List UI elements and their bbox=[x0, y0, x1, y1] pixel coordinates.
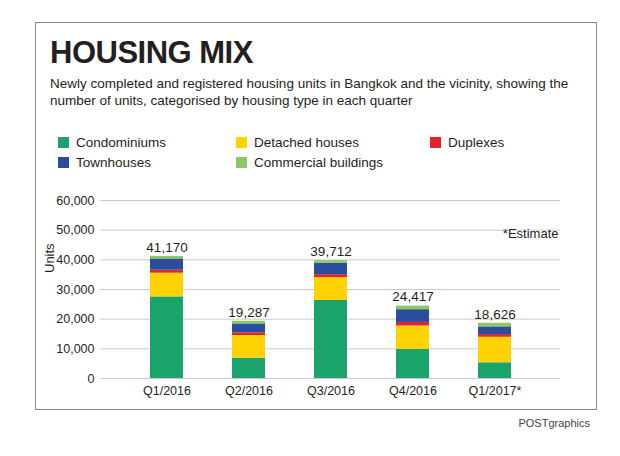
svg-text:Q1/2017*: Q1/2017* bbox=[469, 384, 522, 398]
svg-text:39,712: 39,712 bbox=[310, 244, 351, 259]
svg-text:10,000: 10,000 bbox=[56, 342, 94, 356]
svg-text:*Estimate: *Estimate bbox=[503, 226, 559, 241]
svg-text:41,170: 41,170 bbox=[146, 240, 187, 255]
svg-text:20,000: 20,000 bbox=[56, 312, 94, 326]
svg-text:Q4/2016: Q4/2016 bbox=[389, 384, 437, 398]
svg-text:50,000: 50,000 bbox=[56, 223, 94, 237]
html-text:Detached houses: Detached houses bbox=[254, 135, 360, 150]
svg-text:30,000: 30,000 bbox=[56, 283, 94, 297]
svg-text:Q2/2016: Q2/2016 bbox=[225, 384, 273, 398]
svg-text:Q1/2016: Q1/2016 bbox=[143, 384, 191, 398]
html-text:Newly completed and registered: Newly completed and registered housing u… bbox=[50, 76, 569, 108]
svg-text:40,000: 40,000 bbox=[56, 253, 94, 267]
svg-text:18,626: 18,626 bbox=[474, 307, 515, 322]
html-text:HOUSING MIX: HOUSING MIX bbox=[50, 35, 253, 70]
html-text:Duplexes: Duplexes bbox=[448, 135, 505, 150]
svg-text:24,417: 24,417 bbox=[392, 289, 433, 304]
svg-text:60,000: 60,000 bbox=[56, 194, 94, 208]
svg-text:19,287: 19,287 bbox=[228, 305, 269, 320]
html-text:Townhouses: Townhouses bbox=[76, 155, 152, 170]
html-text:POSTgraphics: POSTgraphics bbox=[518, 417, 590, 429]
html-text:Commercial buildings: Commercial buildings bbox=[254, 155, 384, 170]
html-text:Units: Units bbox=[42, 243, 57, 273]
html-text:Condominiums: Condominiums bbox=[76, 135, 166, 150]
svg-text:Q3/2016: Q3/2016 bbox=[307, 384, 355, 398]
svg-text:0: 0 bbox=[88, 372, 95, 386]
